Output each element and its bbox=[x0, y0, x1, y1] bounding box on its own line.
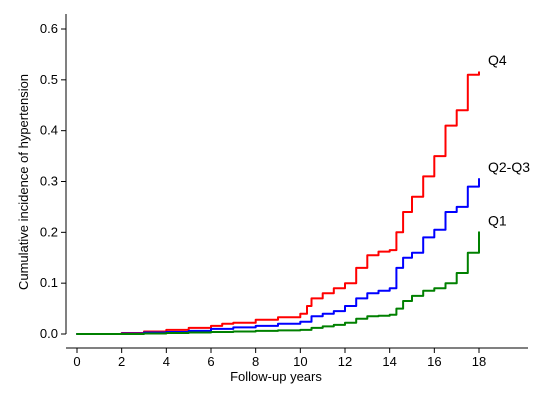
x-tick-label: 10 bbox=[293, 354, 307, 369]
x-tick-label: 16 bbox=[427, 354, 441, 369]
x-axis: 0 2 4 6 8 10 12 14 16 18 Follow-up years bbox=[66, 347, 528, 384]
y-tick-label: 0.0 bbox=[40, 326, 58, 341]
y-ticks: 0.0 0.1 0.2 0.3 0.4 0.5 0.6 bbox=[40, 21, 66, 341]
x-tick-label: 8 bbox=[252, 354, 259, 369]
series-line-q1 bbox=[76, 231, 480, 335]
x-tick-label: 0 bbox=[73, 354, 80, 369]
series-label-q4: Q4 bbox=[488, 52, 507, 68]
x-ticks: 0 2 4 6 8 10 12 14 16 18 bbox=[73, 348, 486, 369]
y-tick-label: 0.3 bbox=[40, 174, 58, 189]
x-tick-label: 12 bbox=[338, 354, 352, 369]
series-label-q2-q3: Q2-Q3 bbox=[488, 159, 530, 175]
y-axis: 0.0 0.1 0.2 0.3 0.4 0.5 0.6 Cumulative inciden… bbox=[16, 14, 67, 341]
series-line-q2-q3 bbox=[76, 178, 480, 335]
x-tick-label: 6 bbox=[207, 354, 214, 369]
x-tick-label: 4 bbox=[163, 354, 170, 369]
series-line-q4 bbox=[76, 71, 480, 335]
series-label-q1: Q1 bbox=[488, 212, 507, 228]
y-axis-title: Cumulative incidence of hypertension bbox=[16, 74, 31, 290]
x-axis-title: Follow-up years bbox=[230, 369, 322, 384]
y-tick-label: 0.1 bbox=[40, 275, 58, 290]
y-tick-label: 0.5 bbox=[40, 72, 58, 87]
y-tick-label: 0.6 bbox=[40, 21, 58, 36]
x-tick-label: 2 bbox=[118, 354, 125, 369]
plot-series bbox=[76, 71, 480, 335]
series-labels: Q4 Q2-Q3 Q1 bbox=[488, 52, 530, 228]
x-tick-label: 14 bbox=[382, 354, 396, 369]
y-tick-label: 0.4 bbox=[40, 123, 58, 138]
y-tick-label: 0.2 bbox=[40, 224, 58, 239]
x-tick-label: 18 bbox=[472, 354, 486, 369]
